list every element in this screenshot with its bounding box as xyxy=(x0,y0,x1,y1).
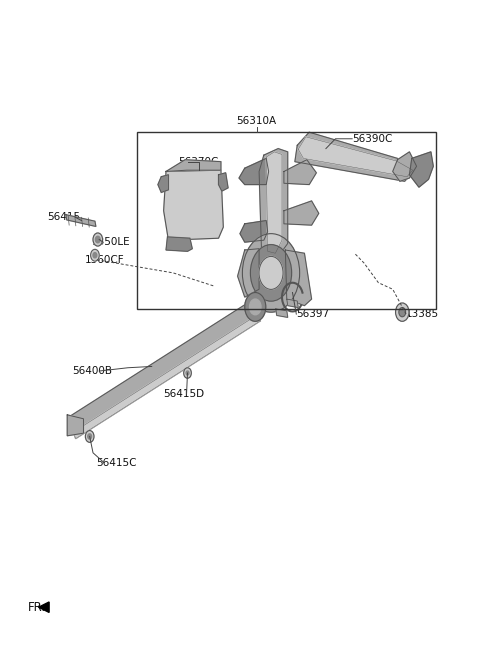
Text: 56310A: 56310A xyxy=(237,116,277,125)
Polygon shape xyxy=(166,237,192,251)
Text: 1350LE: 1350LE xyxy=(92,237,131,247)
Circle shape xyxy=(251,244,292,301)
Polygon shape xyxy=(218,173,228,191)
Polygon shape xyxy=(68,300,260,439)
Polygon shape xyxy=(276,309,288,317)
Polygon shape xyxy=(238,249,259,297)
Circle shape xyxy=(93,252,97,258)
Polygon shape xyxy=(287,299,298,307)
Circle shape xyxy=(242,234,300,312)
Text: 1360CF: 1360CF xyxy=(85,255,124,265)
Polygon shape xyxy=(259,148,288,256)
Circle shape xyxy=(93,233,103,246)
Circle shape xyxy=(88,434,92,439)
Polygon shape xyxy=(67,415,84,436)
Circle shape xyxy=(85,430,94,442)
Text: 56370C: 56370C xyxy=(178,156,218,167)
Circle shape xyxy=(399,307,406,317)
Polygon shape xyxy=(295,132,417,181)
Polygon shape xyxy=(164,170,223,240)
Circle shape xyxy=(396,303,409,321)
Circle shape xyxy=(96,237,100,243)
Polygon shape xyxy=(240,221,268,242)
Polygon shape xyxy=(38,602,49,612)
Circle shape xyxy=(250,299,261,315)
Text: 56415: 56415 xyxy=(47,212,80,222)
Text: 56415D: 56415D xyxy=(164,389,205,399)
Polygon shape xyxy=(409,152,433,187)
Circle shape xyxy=(245,292,266,321)
Text: 56400B: 56400B xyxy=(72,366,112,376)
Polygon shape xyxy=(285,250,312,306)
Circle shape xyxy=(259,256,283,289)
Text: 56415C: 56415C xyxy=(96,458,136,468)
Text: 56390C: 56390C xyxy=(352,134,393,144)
Text: FR.: FR. xyxy=(28,600,46,614)
Circle shape xyxy=(184,368,192,378)
Bar xyxy=(137,132,436,309)
Polygon shape xyxy=(66,215,96,227)
Polygon shape xyxy=(284,160,316,185)
Text: 56397: 56397 xyxy=(296,309,329,319)
Circle shape xyxy=(91,250,99,261)
Circle shape xyxy=(186,371,189,375)
Polygon shape xyxy=(266,152,282,253)
Polygon shape xyxy=(393,152,417,181)
Polygon shape xyxy=(158,175,168,193)
Polygon shape xyxy=(166,160,221,171)
Polygon shape xyxy=(298,137,413,177)
Polygon shape xyxy=(284,201,319,225)
Text: 13385: 13385 xyxy=(406,309,439,319)
Polygon shape xyxy=(73,314,260,439)
Polygon shape xyxy=(239,158,269,185)
